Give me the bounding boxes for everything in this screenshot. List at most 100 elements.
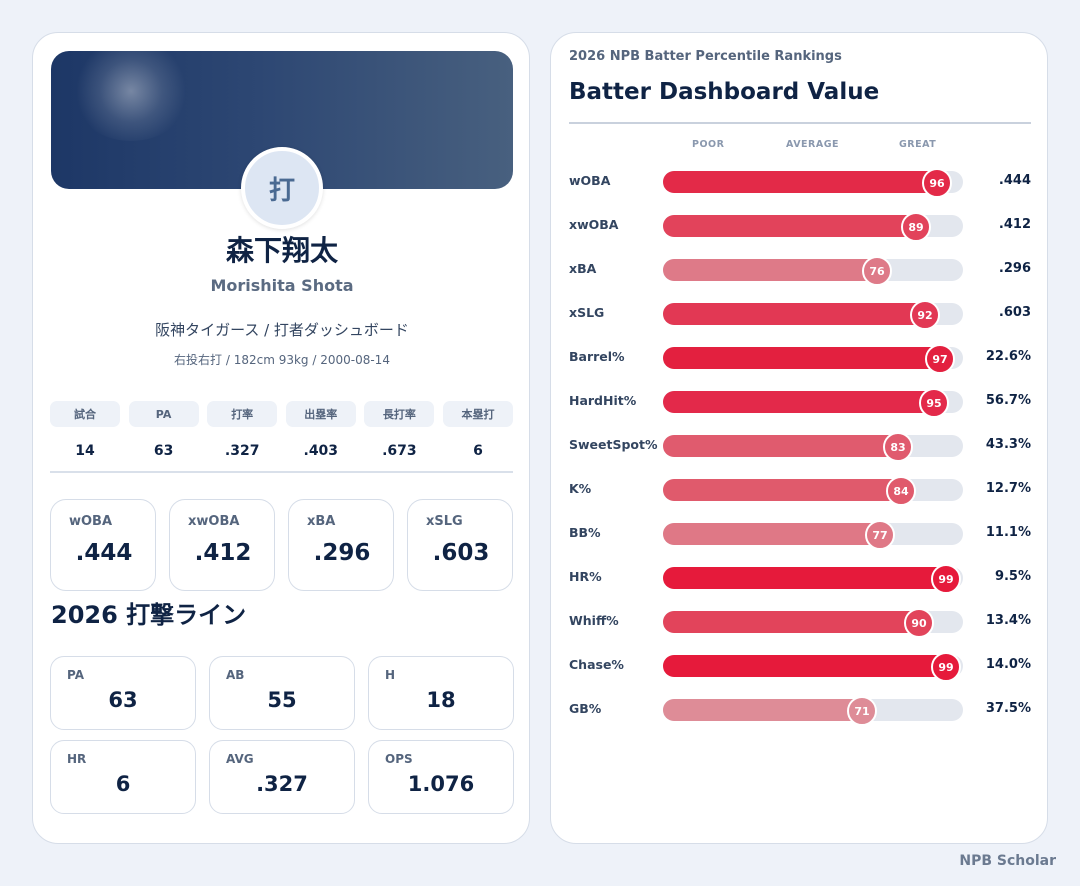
summary-stats: 試合 14 PA 63 打率 .327 出塁率 .403 長打率 .673 本塁… [50,401,513,459]
batting-line-label: OPS [385,752,413,766]
batting-line-item: H 18 [368,656,514,730]
metric-boxes: wOBA .444 xwOBA .412 xBA .296 xSLG .603 [50,499,513,591]
percentile-stat-value: 11.1% [985,525,1031,540]
batting-line-grid: PA 63 AB 55 H 18 HR 6 AVG .327 OPS 1.076 [50,656,514,814]
batting-line-item: AVG .327 [209,740,355,814]
percentile-fill [663,567,960,589]
batting-line-label: AB [226,668,245,682]
percentile-row: Whiff% 90 13.4% [551,607,1049,638]
percentile-stat-value: 37.5% [985,701,1031,716]
player-card: 打 森下翔太 Morishita Shota 阪神タイガース / 打者ダッシュボ… [32,32,530,844]
batting-line-item: OPS 1.076 [368,740,514,814]
percentile-row: SweetSpot% 83 43.3% [551,431,1049,462]
avatar: 打 [241,147,323,229]
batting-line-title: 2026 打撃ライン [51,601,247,629]
percentile-badge: 99 [931,652,961,682]
percentile-stat-value: .444 [998,173,1031,188]
percentile-fill [663,303,939,325]
percentile-stat-name: K% [569,481,592,496]
percentile-stat-value: 43.3% [985,437,1031,452]
scale-label-poor: POOR [692,139,725,150]
percentile-row: xBA 76 .296 [551,255,1049,286]
percentile-badge: 92 [910,300,940,330]
percentile-badge: 71 [847,696,877,726]
summary-stat-value: 6 [473,443,483,459]
percentile-badge: 83 [883,432,913,462]
percentile-row: BB% 77 11.1% [551,519,1049,550]
percentile-fill [663,435,912,457]
banner-glow [71,51,191,141]
summary-stat-value: .403 [303,443,339,459]
percentile-track: 83 [663,432,963,462]
percentile-track: 90 [663,608,963,638]
summary-stat-value: 63 [153,443,174,459]
percentile-badge: 89 [901,212,931,242]
metric-box-xba: xBA .296 [288,499,394,591]
percentile-stat-value: 9.5% [994,569,1031,584]
percentile-track: 77 [663,520,963,550]
percentile-fill [663,655,960,677]
percentile-badge: 95 [919,388,949,418]
percentile-track: 95 [663,388,963,418]
percentile-fill [663,347,954,369]
percentile-stat-value: .603 [998,305,1031,320]
percentile-fill [663,259,891,281]
metric-box-xwoba: xwOBA .412 [169,499,275,591]
batting-line-value: 1.076 [407,772,475,796]
summary-stat-label: 打率 [207,401,278,427]
percentile-stat-name: BB% [569,525,601,540]
percentile-stat-value: 56.7% [985,393,1031,408]
summary-stat-label: PA [128,401,199,427]
batting-line-item: HR 6 [50,740,196,814]
metric-label: xSLG [426,514,463,529]
percentile-stat-name: xwOBA [569,217,619,232]
percentile-stat-value: .412 [998,217,1031,232]
percentile-stat-name: SweetSpot% [569,437,658,452]
summary-stat-value: .673 [382,443,417,459]
summary-stat: 試合 14 [50,401,120,459]
percentile-badge: 96 [922,168,952,198]
metric-value: .603 [432,540,490,566]
percentile-stat-name: GB% [569,701,602,716]
summary-stat-value: .327 [224,443,260,459]
percentile-badge: 76 [862,256,892,286]
metric-label: xBA [307,514,336,529]
batting-line-label: PA [67,668,84,682]
percentile-track: 96 [663,168,963,198]
percentile-stat-name: HardHit% [569,393,637,408]
scale-label-great: GREAT [899,139,937,150]
summary-stat: 出塁率 .403 [285,401,356,459]
percentile-row: wOBA 96 .444 [551,167,1049,198]
metric-value: .444 [75,540,133,566]
batting-line-value: 18 [426,688,456,712]
percentile-stat-value: .296 [998,261,1031,276]
percentile-stat-name: xBA [569,261,597,276]
percentile-fill [663,391,948,413]
percentile-badge: 84 [886,476,916,506]
divider [50,471,513,473]
percentile-track: 84 [663,476,963,506]
percentile-badge: 90 [904,608,934,638]
percentile-row: HardHit% 95 56.7% [551,387,1049,418]
percentile-row: K% 84 12.7% [551,475,1049,506]
metric-box-xslg: xSLG .603 [407,499,513,591]
percentile-card: 2026 NPB Batter Percentile Rankings Batt… [550,32,1048,844]
team-line: 阪神タイガース / 打者ダッシュボード [155,321,409,339]
batting-line-value: .327 [256,772,308,796]
summary-stat: 本塁打 6 [442,401,513,459]
summary-stat-label: 本塁打 [442,401,513,427]
batting-line-label: AVG [226,752,254,766]
percentile-badge: 97 [925,344,955,374]
percentile-row: xwOBA 89 .412 [551,211,1049,242]
percentile-stat-name: Whiff% [569,613,619,628]
divider [569,122,1031,124]
scale-label-average: AVERAGE [786,139,840,150]
summary-stat-value: 14 [75,443,95,459]
percentile-stat-value: 13.4% [985,613,1031,628]
metric-label: xwOBA [188,514,240,529]
batting-line-value: 63 [108,688,138,712]
batting-line-item: AB 55 [209,656,355,730]
summary-stat: 打率 .327 [207,401,278,459]
percentile-track: 92 [663,300,963,330]
percentile-row: Barrel% 97 22.6% [551,343,1049,374]
